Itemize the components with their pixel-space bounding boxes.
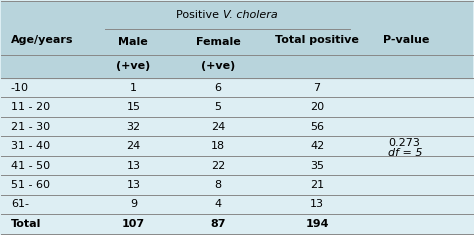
Text: 13: 13: [310, 200, 324, 209]
Text: Total positive: Total positive: [275, 35, 359, 45]
Text: 13: 13: [127, 180, 140, 190]
Text: 51 - 60: 51 - 60: [11, 180, 50, 190]
Text: Total: Total: [11, 219, 41, 229]
Text: 15: 15: [127, 102, 140, 112]
Text: 194: 194: [305, 219, 329, 229]
Text: 7: 7: [313, 83, 321, 93]
Text: (+ve): (+ve): [201, 61, 235, 71]
Text: 41 - 50: 41 - 50: [11, 161, 50, 171]
Text: 32: 32: [126, 122, 140, 132]
Text: Female: Female: [196, 37, 240, 47]
Text: 6: 6: [215, 83, 222, 93]
Text: 24: 24: [211, 122, 225, 132]
Text: Male: Male: [118, 37, 148, 47]
Text: 18: 18: [211, 141, 225, 151]
Text: 42: 42: [310, 141, 324, 151]
Text: 31 - 40: 31 - 40: [11, 141, 50, 151]
Text: 13: 13: [127, 161, 140, 171]
Text: 9: 9: [130, 200, 137, 209]
Text: 21 - 30: 21 - 30: [11, 122, 50, 132]
Text: Age/years: Age/years: [11, 35, 73, 45]
Text: -10: -10: [11, 83, 29, 93]
Text: 107: 107: [122, 219, 145, 229]
Text: 4: 4: [215, 200, 222, 209]
Text: 5: 5: [215, 102, 222, 112]
Text: 35: 35: [310, 161, 324, 171]
Text: 87: 87: [210, 219, 226, 229]
Text: 0.273: 0.273: [388, 138, 419, 148]
Text: 11 - 20: 11 - 20: [11, 102, 50, 112]
Text: P-value: P-value: [383, 35, 430, 45]
Text: V. cholera: V. cholera: [223, 10, 278, 20]
Text: 24: 24: [126, 141, 140, 151]
Bar: [1, 1, 473, 78]
Text: Positive: Positive: [176, 10, 223, 20]
Text: 61-: 61-: [11, 200, 29, 209]
Text: 1: 1: [130, 83, 137, 93]
Text: 20: 20: [310, 102, 324, 112]
Text: df = 5: df = 5: [388, 148, 422, 158]
Text: 56: 56: [310, 122, 324, 132]
Text: 8: 8: [215, 180, 222, 190]
Text: 21: 21: [310, 180, 324, 190]
Text: 22: 22: [211, 161, 225, 171]
Text: (+ve): (+ve): [116, 61, 150, 71]
